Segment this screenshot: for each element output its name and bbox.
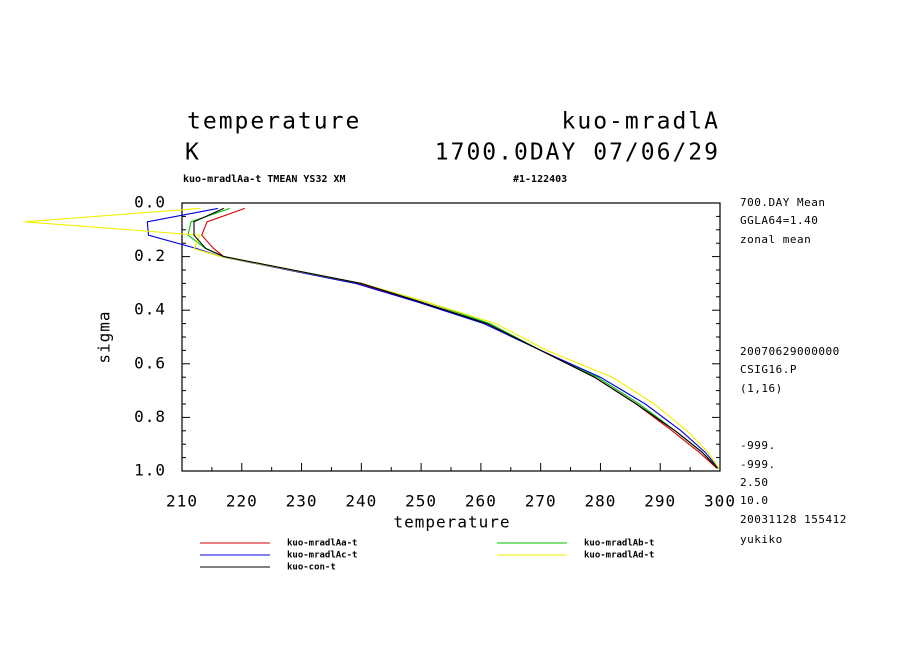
chart-title: temperature [187,109,361,135]
annotation: -999. [740,439,776,452]
subtitle: kuo-mradlAa-t TMEAN YS32 XM [183,174,346,185]
annotation: CSIG16.P [740,363,797,376]
annotation: 700.DAY Mean [740,196,825,209]
series-line [24,207,720,469]
x-tick-label: 230 [286,492,318,511]
x-tick-label: 300 [704,492,736,511]
x-tick-label: 220 [226,492,258,511]
x-tick-label: 270 [525,492,557,511]
x-tick-label: 240 [345,492,377,511]
x-tick-label: 250 [405,492,437,511]
legend-label: kuo-con-t [287,563,336,573]
annotation: yukiko [740,533,783,546]
y-tick-label: 0.4 [134,300,166,319]
annotation: 20070629000000 [740,345,840,358]
legend-label: kuo-mradlAc-t [287,551,357,561]
series-line [146,207,720,469]
y-tick-label: 0.6 [134,353,166,372]
x-tick-label: 210 [166,492,198,511]
x-tick-label: 260 [465,492,497,511]
y-axis-label: sigma [95,310,114,363]
plot-frame [181,202,721,472]
legend-label: kuo-mradlAb-t [584,539,654,549]
x-axis-label: temperature [394,513,511,532]
x-tick-label: 290 [644,492,676,511]
annotation: 2.50 [740,476,769,489]
annotation: 10.0 [740,494,769,507]
annotation: 20031128 155412 [740,513,847,526]
y-tick-label: 0.0 [134,193,166,212]
annotation: (1,16) [740,382,783,395]
series-line [187,207,719,469]
annotation: GGLA64=1.40 [740,214,818,227]
series-line [193,207,718,469]
y-tick-label: 0.2 [134,246,166,265]
legend-label: kuo-mradlAa-t [287,539,357,549]
time-label: 1700.0DAY 07/06/29 [435,140,720,166]
y-tick-label: 0.8 [134,407,166,426]
subtitle-right: #1-122403 [513,174,567,185]
x-tick-label: 280 [584,492,616,511]
annotation: -999. [740,458,776,471]
y-tick-label: 1.0 [134,461,166,480]
series-line [201,207,718,469]
chart-title-right: kuo-mradlA [562,109,720,135]
annotation: zonal mean [740,233,811,246]
units-label: K [185,140,201,166]
legend-label: kuo-mradlAd-t [584,551,654,561]
